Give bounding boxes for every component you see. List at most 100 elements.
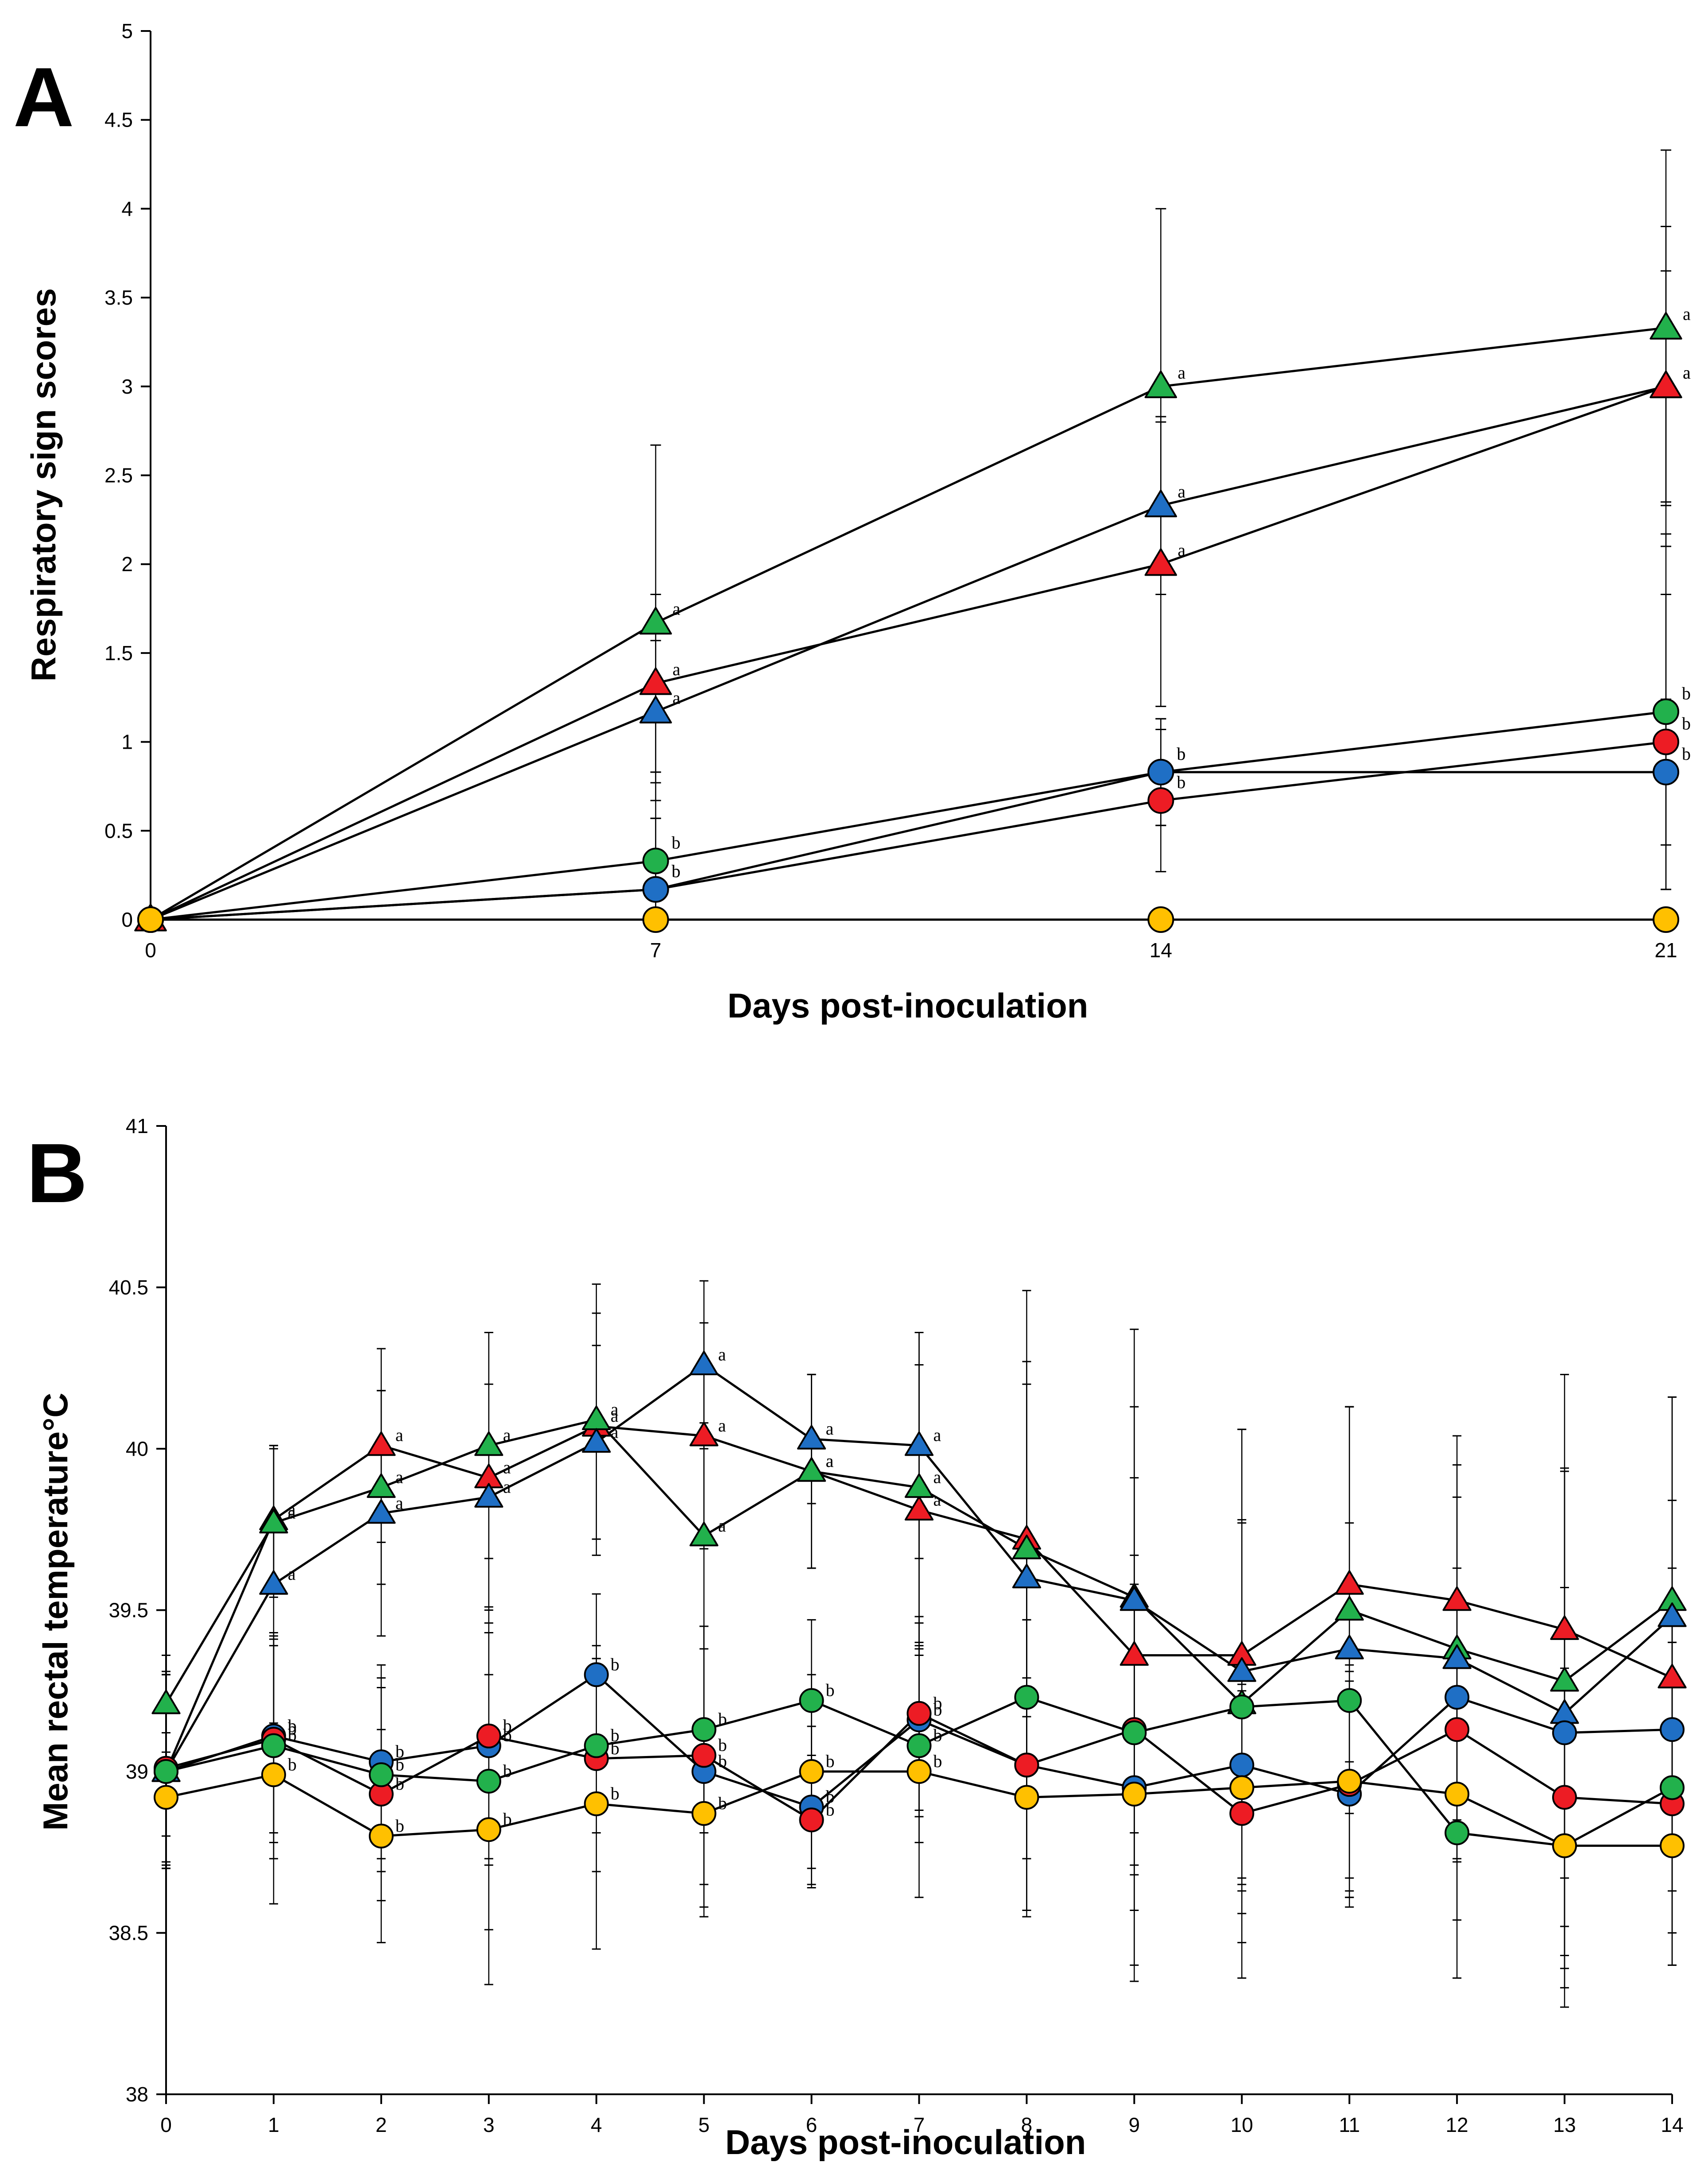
panel-a-point-yellow-circle <box>1147 906 1174 933</box>
panel-b-point-blue-triangle <box>797 1425 826 1450</box>
panel-b-significance-label: a <box>826 1419 834 1439</box>
panel-b-significance-label: a <box>826 1451 834 1471</box>
panel-b-significance-label: b <box>288 1754 297 1774</box>
panel-a-line-blue-circle <box>150 771 1666 921</box>
panel-b-significance-label: b <box>718 1793 727 1813</box>
panel-a-line-green-triangle <box>150 326 1666 921</box>
panel-b-point-yellow-circle <box>1660 1833 1685 1858</box>
panel-a-x-tick-label: 21 <box>1654 939 1677 962</box>
panel-b-significance-label: b <box>933 1693 942 1713</box>
panel-b-point-green-circle <box>1014 1685 1039 1710</box>
panel-b-point-yellow-circle <box>476 1817 501 1842</box>
panel-a-point-red-triangle <box>1144 548 1177 576</box>
panel-b-x-axis-title: Days post-inoculation <box>725 2123 1086 2162</box>
panel-b-significance-label: b <box>933 1699 942 1719</box>
panel-b-point-green-circle <box>799 1688 824 1713</box>
panel-b-point-blue-triangle <box>474 1483 503 1508</box>
panel-a-point-blue-triangle <box>639 696 672 723</box>
panel-a-sig-blue-triangle: a a a <box>673 363 1691 708</box>
panel-b-x-tick-label: 11 <box>1339 2113 1360 2136</box>
panel-b-point-red-circle <box>1229 1801 1255 1826</box>
panel-b-point-red-circle <box>1552 1785 1577 1810</box>
panel-b-significance-label: b <box>826 1680 835 1700</box>
panel-b-point-green-triangle <box>904 1473 934 1498</box>
panel-a-point-yellow-circle <box>642 906 669 933</box>
panel-a-significance-label: a <box>1177 540 1185 560</box>
panel-a-sig-red-circle: bbb <box>672 714 1691 881</box>
panel-b-significance-label: a <box>718 1344 726 1364</box>
panel-b-point-green-circle <box>1229 1694 1255 1720</box>
panel-b-point-green-triangle <box>367 1473 396 1498</box>
panel-a-point-green-triangle <box>639 607 672 635</box>
panel-b-sig-yellow-circle: bb bb bb b <box>288 1751 942 1836</box>
panel-a-significance-label: a <box>1683 304 1691 324</box>
panel-b-point-red-triangle <box>689 1421 719 1447</box>
panel-a-x-tick-label: 7 <box>650 939 662 962</box>
panel-b-point-yellow-circle <box>906 1759 932 1784</box>
panel-b-point-green-triangle <box>1335 1596 1364 1621</box>
panel-a-y-tick-label: 3.5 <box>105 286 133 309</box>
panel-a-y-tick-label: 1 <box>121 731 133 754</box>
panel-b-x-tick-label: 3 <box>483 2113 495 2136</box>
panel-a-y-tick-label: 0 <box>121 908 133 931</box>
panel-b-point-yellow-circle <box>1229 1775 1255 1800</box>
panel-b-point-blue-circle <box>1552 1720 1577 1745</box>
panel-b-point-red-triangle <box>904 1496 934 1521</box>
panel-b-significance-label: a <box>718 1516 726 1536</box>
panel-b-significance-label: a <box>611 1399 619 1419</box>
panel-b-point-red-triangle <box>367 1431 396 1456</box>
panel-a-line-green-circle <box>150 710 1666 921</box>
panel-b-point-blue-circle <box>584 1662 609 1687</box>
panel-b-x-tick-label: 12 <box>1446 2113 1468 2136</box>
panel-b-significance-label: a <box>611 1406 619 1426</box>
panel-a-x-tick-label: 0 <box>145 939 156 962</box>
panel-a-markers-yellow-circle <box>137 906 1679 933</box>
panel-a-y-axis-title: Respiratory sign scores <box>24 288 63 682</box>
panel-b-significance-label: b <box>718 1709 727 1729</box>
panel-b-point-red-triangle <box>1442 1586 1472 1611</box>
panel-b-point-green-triangle <box>1012 1534 1042 1559</box>
panel-b-significance-label: b <box>718 1735 727 1755</box>
panel-a-significance-label: a <box>1683 363 1691 383</box>
panel-b-x-tick-label: 2 <box>376 2113 387 2136</box>
panel-b-significance-label: a <box>503 1477 511 1497</box>
panel-b-point-green-circle <box>261 1733 286 1758</box>
panel-b-x-tick-label: 10 <box>1231 2113 1253 2136</box>
panel-a-point-red-triangle <box>1650 370 1682 398</box>
panel-b-point-green-triangle <box>1550 1667 1579 1692</box>
panel-a-sig-blue-circle: bb b <box>672 744 1691 881</box>
panel-a-significance-label: b <box>1682 744 1691 764</box>
panel-b-point-green-circle <box>1660 1775 1685 1800</box>
panel-b-point-red-circle <box>906 1701 932 1726</box>
panel-b-x-tick-label: 7 <box>914 2113 925 2136</box>
panel-a-letter: A <box>13 50 74 144</box>
panel-b-significance-label: b <box>611 1725 620 1745</box>
panel-b-point-green-triangle <box>689 1521 719 1547</box>
panel-b-x-tick-label: 8 <box>1021 2113 1033 2136</box>
panel-b-point-yellow-circle <box>799 1759 824 1784</box>
panel-b-point-yellow-circle <box>1337 1768 1362 1794</box>
panel-b-significance-label: b <box>288 1725 297 1745</box>
panel-b-point-green-circle <box>906 1733 932 1758</box>
panel-a-sig-red-triangle: a a a <box>673 363 1691 679</box>
panel-a-significance-label: a <box>673 659 681 679</box>
panel-b-significance-label: b <box>718 1751 727 1771</box>
panel-b-x-tick-label: 5 <box>698 2113 710 2136</box>
panel-b-significance-label: a <box>288 1499 296 1519</box>
panel-b-y-tick-label: 38 <box>126 2083 148 2106</box>
panel-b-y-tick-label: 38.5 <box>108 1922 148 1945</box>
panel-b-point-blue-triangle <box>1335 1634 1364 1659</box>
panel-b-point-yellow-circle <box>154 1785 178 1810</box>
panel-b-point-green-circle <box>1337 1688 1362 1713</box>
panel-b-y-tick-label: 40.5 <box>108 1276 148 1299</box>
panel-b-significance-label: b <box>395 1754 404 1774</box>
panel-b-point-blue-circle <box>1660 1717 1685 1742</box>
panel-b-significance-label: a <box>395 1425 403 1445</box>
panel-a-point-green-circle <box>642 847 669 874</box>
panel-b-significance-label: b <box>395 1774 404 1794</box>
panel-b-significance-label: b <box>611 1738 620 1758</box>
panel-a-line-red-triangle <box>150 385 1666 921</box>
panel-b-point-green-circle <box>368 1762 394 1787</box>
